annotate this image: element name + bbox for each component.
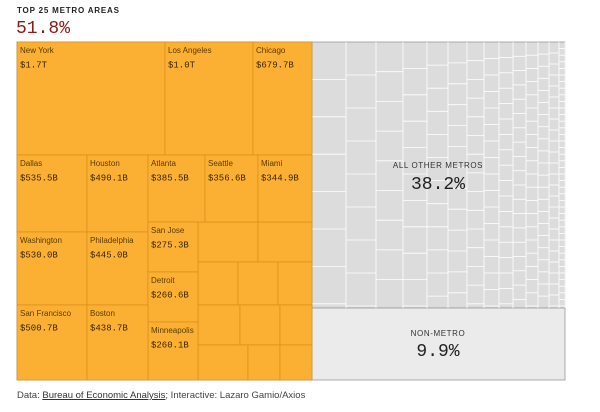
group-region [311, 41, 566, 309]
tile-label: New York [20, 46, 55, 55]
tile-unlabeled [197, 261, 239, 306]
tile-unlabeled [277, 261, 313, 306]
tile-value: $1.0T [168, 60, 196, 70]
tile [16, 41, 166, 156]
tile-value: $344.9B [261, 173, 299, 183]
tile [147, 154, 206, 223]
tile-label: Detroit [151, 276, 175, 285]
group-share: 51.8% [16, 19, 70, 39]
tile-value: $356.6B [208, 173, 246, 183]
tile-value: $1.7T [20, 60, 48, 70]
tile-label: Seattle [208, 159, 233, 168]
source-prefix: Data: [17, 390, 40, 401]
tile [164, 41, 254, 156]
tile-label: San Jose [151, 226, 185, 235]
tile [147, 271, 199, 323]
tile-value: $500.7B [20, 323, 58, 333]
tile-label: Dallas [20, 159, 42, 168]
tile-unlabeled [237, 261, 279, 306]
tile-unlabeled [257, 221, 313, 263]
tile-value: $275.3B [151, 240, 189, 250]
group-title: NON-METRO [411, 329, 466, 338]
tile-unlabeled [239, 304, 281, 346]
chart: New York $1.7T Los Angeles $1.0T Chicago $679… [16, 6, 566, 381]
tile [16, 304, 88, 381]
tile-unlabeled [197, 344, 249, 381]
tile-value: $260.1B [151, 340, 189, 350]
tile-value: $679.7B [256, 60, 294, 70]
tile-value: $530.0B [20, 250, 58, 260]
tile-label: Miami [261, 159, 283, 168]
tile [204, 154, 259, 223]
tile [147, 321, 199, 381]
tile-value: $260.6B [151, 290, 189, 300]
tile [16, 154, 88, 233]
tile-label: Los Angeles [168, 46, 212, 55]
tile-value: $438.7B [90, 323, 128, 333]
tile-value: $535.5B [20, 173, 58, 183]
tile-label: Minneapolis [151, 326, 194, 335]
source-link[interactable]: Bureau of Economic Analysis [42, 390, 166, 401]
tile [257, 154, 313, 223]
tile [252, 41, 313, 156]
source-suffix: ; Interactive: Lazaro Gamio/Axios [165, 390, 306, 401]
tile-unlabeled [279, 304, 313, 346]
tile-label: Philadelphia [90, 236, 134, 245]
tile [86, 231, 149, 306]
tile-label: Chicago [256, 46, 286, 55]
tile-unlabeled [247, 344, 281, 381]
group-region [311, 307, 566, 381]
group-title: ALL OTHER METROS [393, 161, 483, 170]
tile [16, 231, 88, 306]
group-share: 38.2% [411, 175, 465, 195]
tile-value: $445.0B [90, 250, 128, 260]
tile-unlabeled [197, 304, 241, 346]
tile-label: Houston [90, 159, 120, 168]
tile-value: $385.5B [151, 173, 189, 183]
tile-unlabeled [197, 221, 259, 263]
group-title: TOP 25 METRO AREAS [17, 6, 120, 15]
tile [86, 304, 149, 381]
tile-label: Boston [90, 309, 115, 318]
tile-label: Atlanta [151, 159, 176, 168]
tile-label: Washington [20, 236, 62, 245]
tile [86, 154, 149, 233]
tile-label: San Francisco [20, 309, 72, 318]
tile-value: $490.1B [90, 173, 128, 183]
footer: Data: Bureau of Economic Analysis; Inter… [17, 390, 305, 401]
group-share: 9.9% [416, 342, 459, 362]
tile-unlabeled [279, 344, 313, 381]
